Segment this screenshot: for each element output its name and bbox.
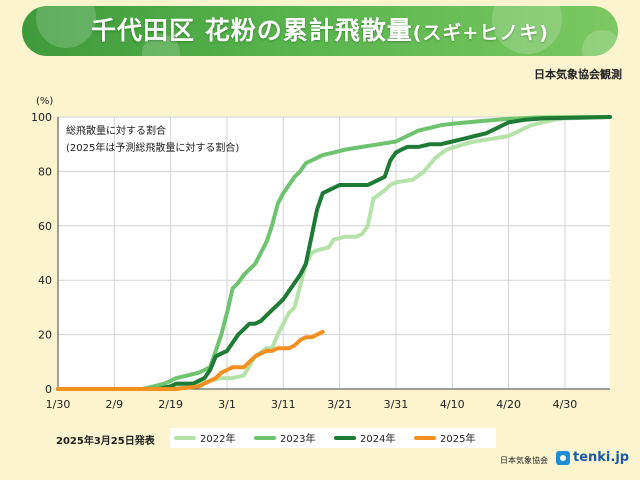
x-tick-label: 3/11 xyxy=(271,398,296,411)
banner-decor xyxy=(142,34,180,56)
tenki-logo-text: tenki.jp xyxy=(573,450,630,465)
series-line-2024 xyxy=(56,115,612,391)
plot-area xyxy=(58,117,610,389)
legend-label: 2022年 xyxy=(200,432,235,445)
x-tick-label: 1/30 xyxy=(46,398,71,411)
tenki-logo[interactable]: tenki.jp xyxy=(556,450,629,465)
x-tick-label: 3/21 xyxy=(327,398,352,411)
x-tick-label: 2/19 xyxy=(158,398,183,411)
x-tick-label: 3/1 xyxy=(218,398,236,411)
legend-label: 2023年 xyxy=(280,432,315,445)
x-tick-label: 4/30 xyxy=(553,398,578,411)
legend-label: 2024年 xyxy=(360,432,395,445)
issued-date: 2025年3月25日発表 xyxy=(56,436,155,447)
y-tick-label: 0 xyxy=(45,383,52,396)
tenki-logo-icon xyxy=(556,450,570,465)
series-line-2023 xyxy=(56,115,612,391)
series-line-2025 xyxy=(56,329,325,391)
y-tick-label: 40 xyxy=(38,274,52,287)
chart-annotation: (2025年は予測総飛散量に対する割合) xyxy=(66,141,239,154)
organization-name: 日本気象協会 xyxy=(500,456,548,465)
y-axis-label: (%) xyxy=(36,96,53,107)
x-tick-label: 4/10 xyxy=(440,398,465,411)
banner-decor xyxy=(582,30,618,56)
legend-label: 2025年 xyxy=(440,432,475,445)
title-banner: 千代田区 花粉の累計飛散量(スギ+ヒノキ) xyxy=(22,6,618,56)
y-tick-label: 20 xyxy=(38,329,52,342)
y-tick-label: 60 xyxy=(38,220,52,233)
x-tick-label: 2/9 xyxy=(105,398,123,411)
chart-title: 千代田区 花粉の累計飛散量(スギ+ヒノキ) xyxy=(90,16,549,45)
x-tick-label: 3/31 xyxy=(384,398,409,411)
y-tick-label: 80 xyxy=(38,165,52,178)
legend-box xyxy=(170,428,496,448)
chart-annotation: 総飛散量に対する割合 xyxy=(66,124,166,137)
y-tick-label: 100 xyxy=(31,111,52,124)
x-tick-label: 4/20 xyxy=(496,398,521,411)
data-source: 日本気象協会観測 xyxy=(534,68,622,81)
series-line-2022 xyxy=(56,115,612,391)
